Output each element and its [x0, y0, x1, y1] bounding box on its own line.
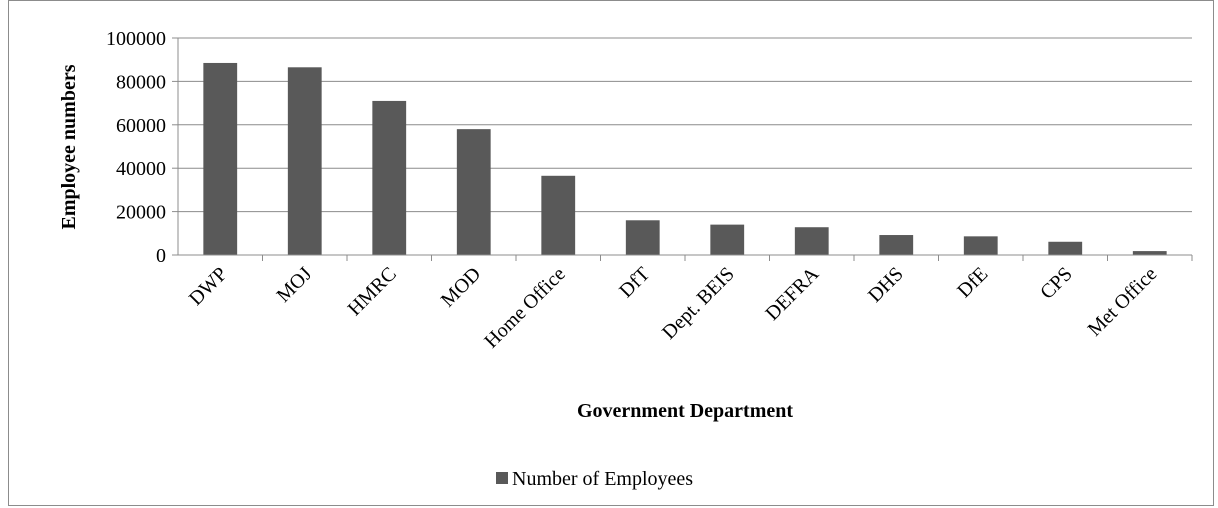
x-tick-label: HMRC [344, 263, 401, 320]
y-tick-label: 60000 [116, 115, 166, 137]
bar [879, 235, 914, 255]
bar [794, 227, 829, 255]
x-tick-label: MOD [437, 263, 486, 312]
x-tick-label: DfE [953, 263, 992, 302]
bar [1048, 241, 1083, 255]
x-tick-label: DfT [615, 263, 654, 302]
y-tick-label: 40000 [116, 158, 166, 180]
y-axis-title: Employee numbers [58, 64, 80, 229]
bar [456, 129, 491, 255]
x-tick-label: DEFRA [761, 263, 823, 325]
y-tick-label: 80000 [116, 71, 166, 93]
x-tick-label: Met Office [1084, 263, 1162, 341]
bar [710, 224, 745, 255]
axes [172, 37, 1193, 261]
y-tick-label: 100000 [106, 28, 166, 50]
bar [287, 67, 322, 255]
x-tick-label: Dept. BEIS [658, 263, 739, 344]
bars [203, 62, 1167, 256]
legend-swatch [496, 472, 508, 484]
legend-label: Number of Employees [512, 468, 693, 490]
x-tick-label: Home Office [480, 263, 570, 353]
x-tick-label: DWP [185, 263, 232, 310]
bar [1132, 251, 1167, 255]
y-tick-labels: 0 20000 40000 60000 80000 100000 [106, 28, 166, 267]
legend: Number of Employees [496, 468, 693, 490]
y-tick-label: 0 [156, 245, 166, 267]
y-tick-label: 20000 [116, 202, 166, 224]
x-tick-label: MOJ [272, 263, 316, 307]
x-axis-title: Government Department [577, 400, 793, 422]
x-tick-label: DHS [864, 263, 908, 307]
bar [372, 100, 407, 256]
bar [963, 236, 998, 255]
bar [541, 175, 576, 255]
bar [625, 220, 660, 255]
bar [203, 62, 238, 255]
x-tick-label: CPS [1036, 263, 1077, 304]
gridlines [178, 37, 1192, 213]
